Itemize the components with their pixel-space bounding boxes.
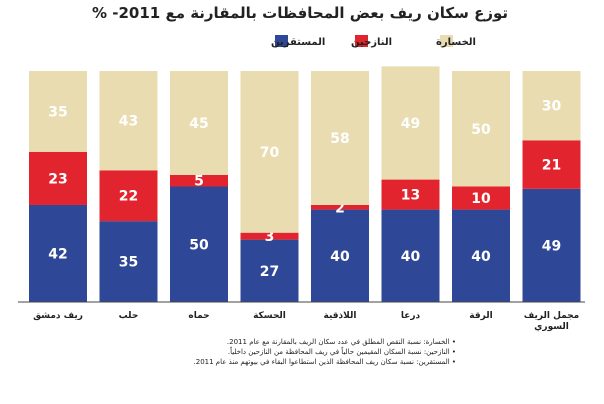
data-label-series-1-cat-3: 3	[265, 229, 275, 245]
data-label-series-0-cat-6: 40	[471, 249, 491, 265]
data-label-series-0-cat-0: 42	[48, 246, 67, 262]
data-label-series-1-cat-2: 5	[194, 174, 204, 190]
bar-segment-series-1-cat-5	[381, 179, 440, 210]
data-label-series-2-cat-6: 50	[471, 122, 491, 138]
data-label-series-2-cat-7: 30	[542, 99, 562, 115]
x-axis-labels: ريف دمشق حلب حماه الحسكة اللاذقية درعا الرقة مج…	[33, 311, 579, 332]
data-label-series-1-cat-7: 21	[542, 158, 561, 174]
x-tick-label-cat-7-line-0: مجمل الريف	[524, 311, 579, 321]
bar-segment-series-0-cat-0	[29, 204, 87, 302]
bar-segment-series-2-cat-1	[99, 71, 158, 171]
data-label-series-0-cat-3: 27	[260, 264, 279, 280]
bar-segment-series-2-cat-0	[29, 71, 87, 152]
bar-segment-series-0-cat-2	[170, 186, 228, 302]
bar-segment-series-2-cat-2	[170, 71, 228, 175]
chart-title: توزع سكان ريف بعض المحافظات بالمقارنة مع…	[92, 4, 508, 22]
legend-label-series-0: المستقرين	[271, 37, 325, 48]
data-label-series-0-cat-2: 50	[189, 237, 209, 253]
bar-segment-series-2-cat-3	[240, 71, 299, 233]
x-tick-label-cat-0: ريف دمشق	[33, 311, 83, 321]
data-label-series-0-cat-5: 40	[401, 249, 421, 265]
x-tick-label-cat-3: الحسكة	[253, 311, 286, 321]
bar-segment-series-0-cat-4	[311, 209, 369, 302]
bar-segment-series-1-cat-7	[522, 140, 581, 189]
legend: المستقرين النازحين الخسارة	[271, 35, 476, 48]
data-label-series-2-cat-2: 45	[189, 116, 208, 132]
footnotes: • الخسارة: نسبة النقص المطلق في عدد سكان…	[126, 337, 456, 367]
footnote-loss: • الخسارة: نسبة النقص المطلق في عدد سكان…	[226, 338, 456, 346]
bar-segment-series-1-cat-6	[452, 186, 510, 210]
data-label-series-2-cat-0: 35	[48, 104, 67, 120]
data-label-series-0-cat-1: 35	[119, 255, 138, 271]
bar-segment-series-2-cat-7	[522, 71, 581, 141]
data-label-series-1-cat-6: 10	[471, 191, 491, 207]
legend-swatch-series-0	[275, 35, 288, 47]
footnote-settled: • المستقرين: نسبة سكان ريف المحافظة الذي…	[193, 358, 456, 366]
data-label-series-1-cat-1: 22	[119, 189, 138, 205]
legend-swatch-series-2	[440, 35, 453, 47]
x-tick-label-cat-4: اللاذقية	[324, 311, 357, 321]
bar-segment-series-2-cat-4	[311, 71, 369, 205]
bar-segment-series-0-cat-1	[99, 221, 158, 302]
bar-segment-series-1-cat-4	[311, 204, 369, 210]
bar-segment-series-2-cat-6	[452, 71, 510, 187]
x-tick-label-cat-5: درعا	[401, 311, 421, 321]
bar-segment-series-0-cat-6	[452, 209, 510, 302]
data-label-series-0-cat-7: 49	[542, 238, 561, 254]
x-tick-label-cat-7-line-1: السوري	[534, 322, 569, 332]
x-tick-label-cat-2: حماه	[188, 311, 209, 321]
footnote-displaced: • النازحين: نسبة السكان المقيمين حالياً …	[227, 348, 456, 356]
x-tick-label-cat-6: الرقة	[469, 311, 492, 321]
bar-segment-series-2-cat-5	[381, 66, 440, 180]
data-label-series-1-cat-0: 23	[48, 171, 67, 187]
data-label-series-1-cat-4: 2	[335, 200, 345, 216]
legend-label-series-1: النازحين	[351, 37, 392, 48]
bar-segment-series-1-cat-2	[170, 174, 228, 187]
bar-segment-series-0-cat-7	[522, 188, 581, 302]
bars: 42 23 35 35 22 43 50 5 45 27 3 70 40 2 58 40 13 49 40 10 50 4…	[29, 66, 581, 302]
bar-segment-series-0-cat-5	[381, 209, 440, 302]
bar-segment-series-1-cat-3	[240, 232, 299, 240]
data-label-series-2-cat-5: 49	[401, 116, 420, 132]
bar-segment-series-1-cat-0	[29, 151, 87, 205]
x-tick-label-cat-1: حلب	[119, 311, 139, 321]
data-label-series-1-cat-5: 13	[401, 188, 420, 204]
data-label-series-2-cat-1: 43	[119, 114, 138, 130]
data-label-series-2-cat-3: 70	[260, 145, 280, 161]
bar-segment-series-0-cat-3	[240, 239, 299, 302]
data-label-series-2-cat-4: 58	[330, 131, 349, 147]
legend-label-series-2: الخسارة	[436, 37, 476, 48]
data-label-series-0-cat-4: 40	[330, 249, 350, 265]
legend-swatch-series-1	[355, 35, 368, 47]
bar-segment-series-1-cat-1	[99, 170, 158, 222]
